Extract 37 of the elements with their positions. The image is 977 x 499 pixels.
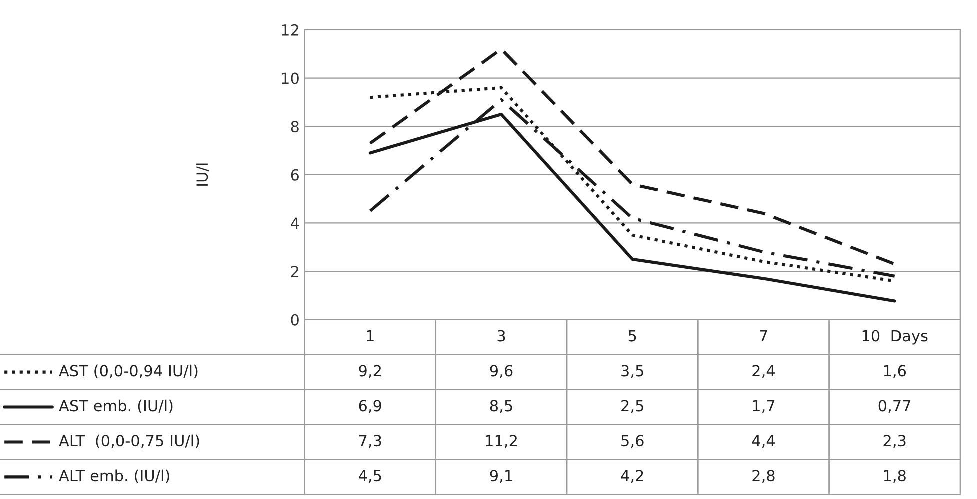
data-label: 2,3 xyxy=(884,435,906,448)
x-tick-label: 5 xyxy=(628,330,636,342)
data-label: 1,7 xyxy=(753,400,775,414)
y-tick-label: 10 xyxy=(282,72,299,84)
data-label: 4,2 xyxy=(621,470,644,484)
legend-label: ALT (0,0-0,75 IU/l) xyxy=(59,434,200,448)
legend-label: AST (0,0-0,94 IU/l) xyxy=(59,364,198,379)
y-tick-label: 12 xyxy=(282,24,298,36)
data-label: 7,3 xyxy=(359,435,382,448)
y-tick-label: 8 xyxy=(291,121,299,133)
y-tick-label: 4 xyxy=(290,218,300,230)
data-label: 2,8 xyxy=(752,470,775,484)
data-label: 5,6 xyxy=(622,435,644,448)
data-label: 2,5 xyxy=(622,400,644,414)
data-label: 11,2 xyxy=(486,435,517,448)
data-label: 9,6 xyxy=(490,365,513,378)
y-tick-label: 0 xyxy=(291,314,299,326)
data-label: 1,8 xyxy=(884,470,906,484)
y-axis-title: IU/l xyxy=(196,164,210,186)
data-label: 9,1 xyxy=(490,470,512,484)
data-label: 0,77 xyxy=(878,400,911,414)
data-label: 1,6 xyxy=(884,365,906,378)
data-label: 8,5 xyxy=(490,400,512,414)
data-label: 4,5 xyxy=(358,470,382,484)
legend-label: AST emb. (IU/l) xyxy=(59,400,173,414)
x-tick-label: 10 Days xyxy=(862,330,928,345)
x-tick-label: 1 xyxy=(367,330,374,342)
y-tick-label: 6 xyxy=(291,169,299,181)
data-label: 4,4 xyxy=(752,435,776,448)
data-label: 3,5 xyxy=(622,365,644,378)
data-label: 6,9 xyxy=(359,400,382,414)
x-tick-label: 3 xyxy=(498,330,506,342)
legend-label: ALT emb. (IU/l) xyxy=(59,470,170,484)
y-tick-label: 2 xyxy=(291,266,298,278)
data-label: 9,2 xyxy=(359,365,381,378)
data-label: 2,4 xyxy=(752,365,776,378)
x-tick-label: 7 xyxy=(760,330,768,342)
